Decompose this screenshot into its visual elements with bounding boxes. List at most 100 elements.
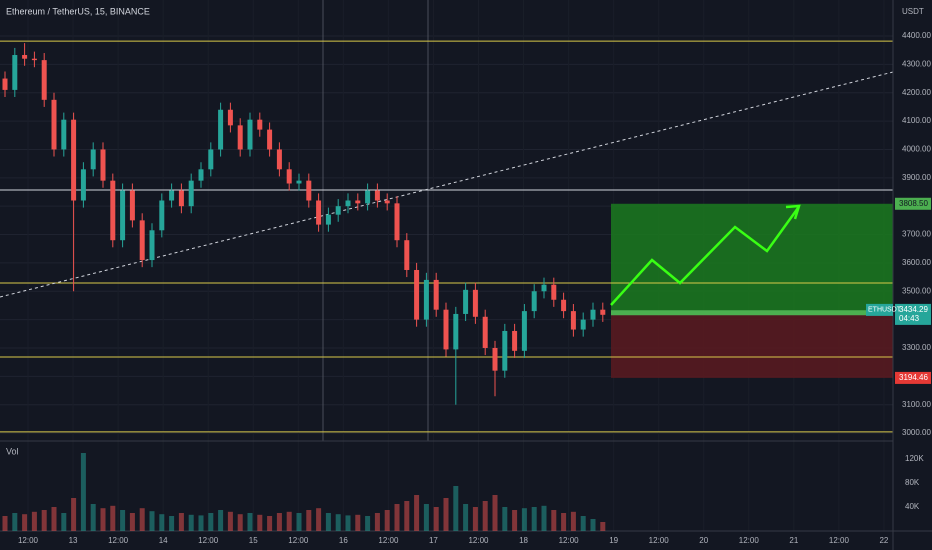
currency: USDT bbox=[902, 7, 924, 16]
candle-body bbox=[31, 58, 37, 61]
volume-bar bbox=[384, 510, 390, 531]
volume-bar bbox=[41, 510, 47, 531]
candle-body bbox=[71, 119, 77, 201]
y-tick-label: 3000.00 bbox=[902, 428, 931, 437]
candle-body bbox=[325, 214, 331, 225]
candle-body bbox=[345, 200, 351, 207]
candle-body bbox=[355, 200, 361, 204]
volume-bar bbox=[129, 513, 135, 531]
grid bbox=[0, 35, 893, 434]
volume-bar bbox=[502, 507, 508, 531]
volume-bar bbox=[71, 498, 77, 531]
candle-body bbox=[208, 149, 214, 170]
volume-tick-label: 80K bbox=[905, 478, 920, 487]
x-tick-label: 20 bbox=[699, 536, 708, 545]
candle-body bbox=[120, 190, 126, 241]
candle-body bbox=[570, 311, 576, 330]
volume-bar bbox=[2, 516, 8, 531]
y-tick-label: 3900.00 bbox=[902, 173, 931, 182]
volume-bar bbox=[521, 508, 527, 531]
volume-bar bbox=[100, 508, 106, 531]
volume bbox=[2, 453, 606, 531]
candle-body bbox=[61, 119, 67, 150]
candle-body bbox=[492, 347, 498, 371]
volume-bar bbox=[561, 513, 567, 531]
candle-body bbox=[149, 230, 155, 261]
candle-body bbox=[90, 149, 96, 170]
axes: 3000.003100.003200.003300.003400.003500.… bbox=[18, 31, 931, 545]
volume-bar bbox=[218, 510, 224, 531]
candle-body bbox=[502, 330, 508, 371]
candle-body bbox=[188, 180, 194, 207]
candle-body bbox=[365, 190, 371, 204]
candle-body bbox=[237, 125, 243, 150]
candle-body bbox=[306, 180, 312, 201]
volume-bar bbox=[51, 507, 57, 531]
volume-bar bbox=[159, 514, 165, 531]
x-tick-label: 12:00 bbox=[198, 536, 219, 545]
symbol-label: ETHUSDT bbox=[868, 307, 902, 314]
volume-bar bbox=[12, 513, 18, 531]
volume-bar bbox=[512, 510, 518, 531]
profit-zone bbox=[611, 203, 893, 313]
candle-body bbox=[227, 109, 233, 126]
candle-body bbox=[541, 284, 547, 292]
volume-bar bbox=[443, 498, 449, 531]
volume-bar bbox=[22, 514, 28, 531]
x-tick-label: 12:00 bbox=[288, 536, 309, 545]
volume-label: Vol bbox=[6, 446, 19, 456]
candle-body bbox=[80, 169, 86, 201]
candle-body bbox=[2, 78, 8, 90]
x-tick-label: 15 bbox=[249, 536, 258, 545]
volume-bar bbox=[90, 504, 96, 531]
y-tick-label: 4400.00 bbox=[902, 31, 931, 40]
candles bbox=[2, 43, 606, 405]
volume-bar bbox=[482, 501, 488, 531]
x-tick-label: 12:00 bbox=[739, 536, 760, 545]
candle-body bbox=[394, 203, 400, 241]
candle-body bbox=[296, 180, 302, 184]
candle-body bbox=[443, 309, 449, 350]
volume-bar bbox=[355, 514, 361, 531]
candle-body bbox=[335, 206, 341, 215]
x-tick-label: 13 bbox=[69, 536, 78, 545]
candle-body bbox=[580, 319, 586, 330]
volume-bar bbox=[306, 510, 312, 531]
candle-body bbox=[100, 149, 106, 181]
x-tick-label: 21 bbox=[789, 536, 798, 545]
y-tick-label: 4200.00 bbox=[902, 88, 931, 97]
candle-body bbox=[247, 119, 253, 150]
volume-bar bbox=[188, 514, 194, 531]
y-tick-label: 3100.00 bbox=[902, 400, 931, 409]
x-tick-label: 12:00 bbox=[18, 536, 39, 545]
volume-bar bbox=[316, 508, 322, 531]
y-tick-label: 3500.00 bbox=[902, 286, 931, 295]
y-tick-label: 3600.00 bbox=[902, 258, 931, 267]
candle-body bbox=[512, 330, 518, 351]
volume-bar bbox=[551, 510, 557, 531]
candle-body bbox=[600, 309, 606, 315]
candle-body bbox=[414, 269, 420, 320]
volume-bar bbox=[267, 516, 273, 531]
candle-body bbox=[590, 309, 596, 320]
x-tick-label: 12:00 bbox=[559, 536, 580, 545]
volume-bar bbox=[296, 513, 302, 531]
volume-bar bbox=[198, 515, 204, 531]
candle-body bbox=[374, 190, 380, 201]
last-price-tag bbox=[895, 303, 931, 325]
y-tick-label: 4000.00 bbox=[902, 145, 931, 154]
volume-bar bbox=[80, 453, 86, 531]
volume-bar bbox=[453, 486, 459, 531]
candle-body bbox=[178, 190, 184, 207]
volume-bar bbox=[61, 513, 67, 531]
volume-tick-label: 40K bbox=[905, 502, 920, 511]
price-tag-label: 3194.46 bbox=[899, 373, 928, 382]
volume-bar bbox=[570, 511, 576, 531]
candle-body bbox=[267, 129, 273, 150]
volume-bar bbox=[31, 511, 37, 531]
countdown: 04:43 bbox=[899, 314, 920, 323]
candle-body bbox=[257, 119, 263, 130]
volume-bar bbox=[345, 515, 351, 531]
volume-bar bbox=[169, 516, 175, 531]
